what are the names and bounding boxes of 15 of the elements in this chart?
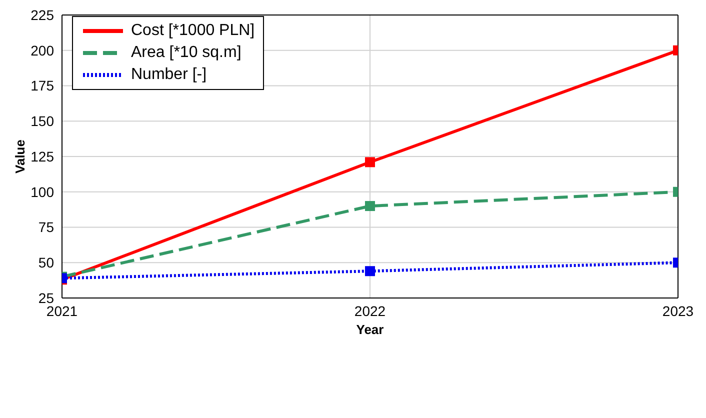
y-tick-label: 50 xyxy=(38,254,54,271)
y-tick-label: 75 xyxy=(38,219,54,236)
y-tick-label: 125 xyxy=(30,148,54,164)
legend-label: Cost [*1000 PLN] xyxy=(131,22,255,40)
x-tick-label: 2023 xyxy=(662,302,694,319)
legend-label: Area [*10 sq.m] xyxy=(131,44,242,62)
y-tick-label: 225 xyxy=(30,6,54,23)
x-axis-title: Year xyxy=(356,322,384,337)
y-tick-label: 150 xyxy=(30,113,54,130)
y-tick-label: 100 xyxy=(30,184,54,200)
legend-label: Number [-] xyxy=(131,66,207,84)
y-tick-label: 175 xyxy=(30,78,54,94)
y-tick-label: 200 xyxy=(30,42,54,58)
y-axis-title: Value xyxy=(12,140,28,174)
x-tick-label: 2022 xyxy=(354,302,386,319)
